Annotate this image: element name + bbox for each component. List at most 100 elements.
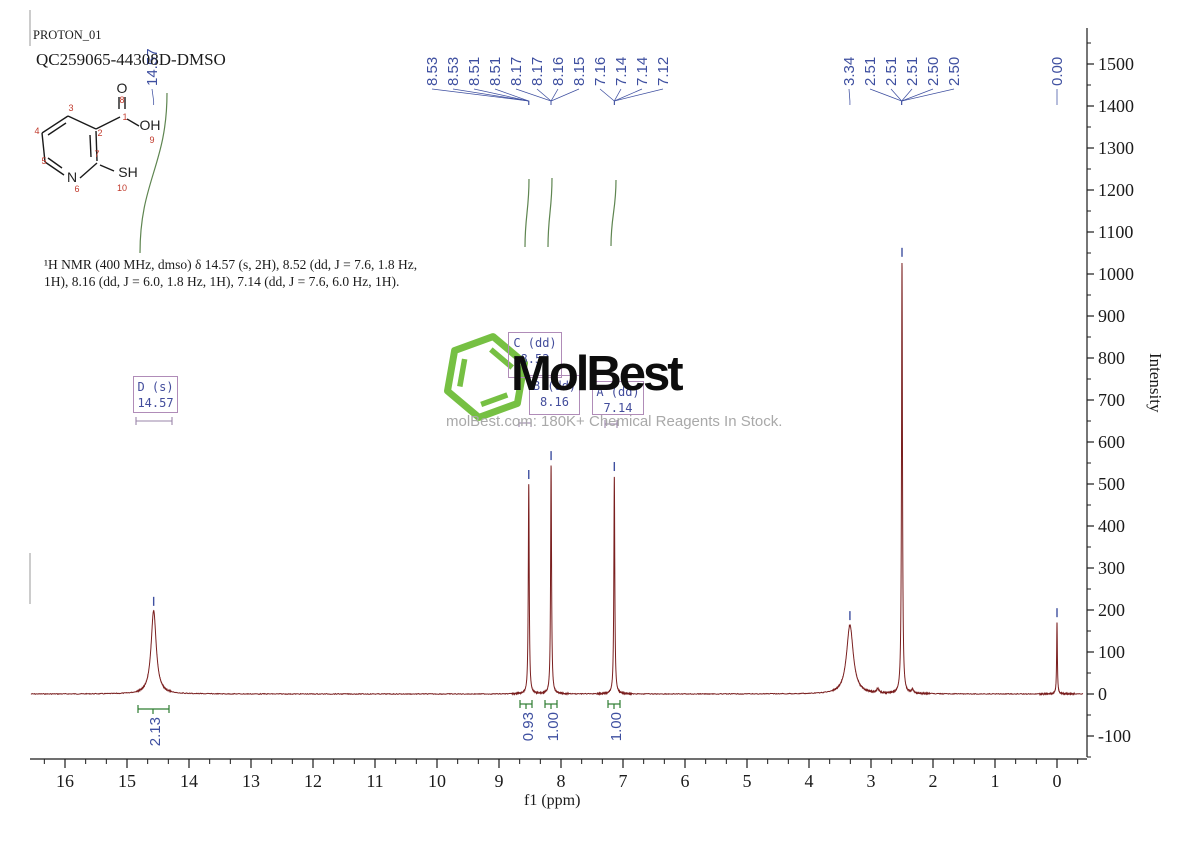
integral-curve — [524, 178, 530, 248]
x-axis-tick-label: 16 — [56, 771, 74, 791]
x-axis-tick-label: 7 — [619, 771, 628, 791]
multiplet-label: C (dd) — [513, 336, 557, 350]
peak-label: 8.53 — [445, 57, 462, 86]
peak-label: 8.17 — [508, 57, 525, 86]
benzene-double-bond-icon — [457, 358, 468, 388]
structure-bond — [95, 130, 98, 162]
peak-label-leader — [901, 88, 955, 105]
x-axis-title: f1 (ppm) — [524, 792, 581, 809]
peak-label: 2.51 — [862, 57, 879, 86]
peak-label: 0.00 — [1049, 57, 1066, 86]
structure-bond — [79, 162, 98, 179]
peak-label: 8.17 — [529, 57, 546, 86]
integral-value: 1.00 — [545, 712, 562, 741]
x-axis-tick-label: 9 — [495, 771, 504, 791]
peak-label: 14.57 — [144, 48, 161, 86]
x-axis-tick-label: 3 — [867, 771, 876, 791]
peak-label: 7.16 — [592, 57, 609, 86]
peak-label: 8.16 — [550, 57, 567, 86]
y-axis-tick-label: 1400 — [1098, 96, 1134, 116]
y-axis-tick-label: 900 — [1098, 306, 1125, 326]
spectrum-trace — [30, 262, 1084, 697]
y-axis-tick-label: 1000 — [1098, 264, 1134, 284]
structure-atom-number: 4 — [34, 126, 39, 136]
integral-value: 1.00 — [608, 712, 625, 741]
y-axis-tick-label: 0 — [1098, 684, 1107, 704]
structure-atom-number: 7 — [94, 149, 99, 159]
multiplet-shift-value: 8.52 — [520, 351, 550, 366]
multiplet-box: A (dd) 7.14 — [592, 381, 644, 415]
peak-label-leader — [613, 88, 643, 105]
x-axis-tick-label: 4 — [805, 771, 814, 791]
peak-label-leader — [550, 88, 580, 105]
structure-bond — [126, 118, 140, 127]
peak-label-leader — [431, 88, 530, 105]
x-axis-tick-label: 2 — [929, 771, 938, 791]
benzene-hexagon-icon — [444, 333, 528, 421]
peak-label-leader — [613, 88, 622, 105]
peak-label: 2.51 — [904, 57, 921, 86]
multiplet-label: B (dd) — [532, 379, 577, 393]
x-axis-tick-label: 1 — [991, 771, 1000, 791]
multiplet-box: C (dd) 8.52 — [508, 332, 562, 378]
peak-label-leader — [901, 88, 934, 105]
x-axis-tick-label: 6 — [681, 771, 690, 791]
y-axis-tick-label: 1300 — [1098, 138, 1134, 158]
x-axis-tick-label: 0 — [1053, 771, 1062, 791]
peak-label: 2.50 — [946, 57, 963, 86]
x-axis-tick-label: 13 — [242, 771, 260, 791]
peak-label-leader — [550, 88, 559, 105]
structure-bond — [44, 161, 65, 176]
x-axis-tick-label: 10 — [428, 771, 446, 791]
integral-value: 2.13 — [147, 717, 164, 746]
y-axis-tick-label: 600 — [1098, 432, 1125, 452]
peak-label: 7.14 — [634, 57, 651, 86]
y-axis-tick-label: 1100 — [1098, 222, 1133, 242]
peak-label: 2.51 — [883, 57, 900, 86]
x-axis-tick-label: 15 — [118, 771, 136, 791]
structure-bond — [99, 164, 115, 172]
peak-label-leader — [494, 88, 530, 105]
multiplet-shift-value: 7.14 — [603, 400, 633, 415]
x-axis-tick-label: 14 — [180, 771, 198, 791]
structure-atom-label: N — [67, 169, 77, 185]
structure-atom-number: 2 — [97, 128, 102, 138]
peak-label-leader — [613, 88, 664, 105]
integral-value: 0.93 — [520, 712, 537, 741]
structure-atom-number: 10 — [117, 183, 127, 193]
peak-label-leader — [848, 88, 851, 105]
watermark-tagline: molBest.com: 180K+ Chemical Reagents In … — [446, 413, 783, 430]
experiment-name: PROTON_01 — [33, 28, 102, 42]
x-axis-tick-label: 11 — [366, 771, 383, 791]
peak-label-leader — [901, 88, 913, 105]
multiplet-box: B (dd) 8.16 — [529, 375, 580, 415]
peak-label-leader — [599, 88, 615, 105]
structure-bond — [47, 122, 67, 136]
peak-label: 8.51 — [487, 57, 504, 86]
multiplet-label: A (dd) — [596, 385, 640, 399]
multiplet-label: D (s) — [137, 380, 174, 394]
structure-bond — [89, 134, 92, 158]
multiplet-shift-value: 8.16 — [540, 394, 569, 409]
peak-label: 2.50 — [925, 57, 942, 86]
integral-curve — [610, 179, 617, 247]
structure-bond — [95, 116, 121, 130]
structure-atom-number: 1 — [122, 112, 127, 122]
x-axis-tick-label: 12 — [304, 771, 322, 791]
y-axis-tick-label: 200 — [1098, 600, 1125, 620]
y-axis-tick-label: 1500 — [1098, 54, 1134, 74]
structure-atom-label: SH — [118, 164, 137, 180]
benzene-double-bond-icon — [480, 392, 509, 408]
y-axis-title: Intensity — [1146, 353, 1165, 413]
y-axis-tick-label: 100 — [1098, 642, 1125, 662]
peak-label: 8.53 — [424, 57, 441, 86]
structure-bond — [41, 132, 46, 163]
structure-bond — [67, 115, 97, 130]
structure-bond — [47, 157, 63, 169]
nmr-assignment-text-line2: 1H), 8.16 (dd, J = 6.0, 1.8 Hz, 1H), 7.1… — [44, 274, 400, 289]
x-axis-tick-label: 8 — [557, 771, 566, 791]
x-axis-tick-label: 5 — [743, 771, 752, 791]
y-axis-tick-label: 500 — [1098, 474, 1125, 494]
